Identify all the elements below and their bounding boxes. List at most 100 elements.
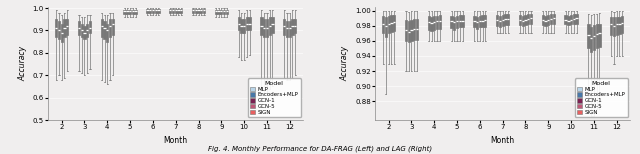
PathPatch shape bbox=[291, 19, 294, 35]
PathPatch shape bbox=[246, 17, 248, 30]
Legend: MLP, Encoders+MLP, GCN-1, GCN-5, SIGN: MLP, Encoders+MLP, GCN-1, GCN-5, SIGN bbox=[575, 78, 628, 117]
PathPatch shape bbox=[152, 9, 154, 12]
PathPatch shape bbox=[175, 9, 177, 12]
PathPatch shape bbox=[430, 17, 433, 31]
PathPatch shape bbox=[218, 10, 220, 14]
PathPatch shape bbox=[588, 24, 589, 48]
PathPatch shape bbox=[502, 15, 504, 26]
PathPatch shape bbox=[83, 26, 86, 39]
PathPatch shape bbox=[461, 15, 464, 27]
PathPatch shape bbox=[590, 26, 592, 52]
PathPatch shape bbox=[248, 17, 251, 30]
PathPatch shape bbox=[564, 15, 567, 24]
PathPatch shape bbox=[266, 19, 268, 37]
PathPatch shape bbox=[172, 9, 174, 12]
PathPatch shape bbox=[507, 14, 509, 25]
PathPatch shape bbox=[177, 9, 180, 12]
PathPatch shape bbox=[104, 22, 106, 39]
PathPatch shape bbox=[476, 17, 478, 29]
PathPatch shape bbox=[567, 16, 570, 25]
PathPatch shape bbox=[545, 16, 547, 26]
Legend: MLP, Encoders+MLP, GCN-1, GCN-5, SIGN: MLP, Encoders+MLP, GCN-1, GCN-5, SIGN bbox=[248, 78, 301, 117]
PathPatch shape bbox=[481, 15, 484, 26]
PathPatch shape bbox=[413, 19, 415, 40]
PathPatch shape bbox=[575, 14, 578, 24]
PathPatch shape bbox=[436, 16, 438, 29]
PathPatch shape bbox=[214, 10, 217, 14]
PathPatch shape bbox=[451, 16, 452, 28]
X-axis label: Month: Month bbox=[164, 136, 188, 145]
PathPatch shape bbox=[243, 19, 245, 33]
PathPatch shape bbox=[621, 16, 623, 33]
Text: Fig. 4. Monthly Performance for DA-FRAG (Left) and LAG (Right): Fig. 4. Monthly Performance for DA-FRAG … bbox=[208, 146, 432, 152]
PathPatch shape bbox=[541, 15, 544, 25]
PathPatch shape bbox=[197, 9, 200, 12]
PathPatch shape bbox=[269, 17, 271, 35]
PathPatch shape bbox=[405, 20, 407, 41]
PathPatch shape bbox=[283, 19, 285, 35]
Y-axis label: Accuracy: Accuracy bbox=[18, 46, 27, 81]
PathPatch shape bbox=[438, 15, 441, 29]
PathPatch shape bbox=[408, 21, 410, 42]
PathPatch shape bbox=[61, 24, 63, 42]
PathPatch shape bbox=[618, 17, 621, 34]
PathPatch shape bbox=[530, 14, 532, 24]
PathPatch shape bbox=[410, 20, 413, 41]
PathPatch shape bbox=[473, 16, 476, 27]
PathPatch shape bbox=[456, 16, 458, 28]
PathPatch shape bbox=[453, 17, 456, 30]
PathPatch shape bbox=[154, 9, 157, 12]
PathPatch shape bbox=[111, 19, 114, 35]
PathPatch shape bbox=[220, 10, 223, 14]
PathPatch shape bbox=[552, 14, 555, 24]
PathPatch shape bbox=[180, 9, 182, 12]
PathPatch shape bbox=[519, 15, 521, 25]
Y-axis label: Accuracy: Accuracy bbox=[340, 46, 349, 81]
PathPatch shape bbox=[129, 10, 131, 14]
PathPatch shape bbox=[382, 16, 384, 33]
PathPatch shape bbox=[433, 16, 435, 30]
PathPatch shape bbox=[547, 15, 549, 25]
PathPatch shape bbox=[132, 10, 134, 14]
PathPatch shape bbox=[459, 15, 461, 27]
PathPatch shape bbox=[416, 19, 418, 40]
PathPatch shape bbox=[149, 9, 151, 12]
PathPatch shape bbox=[289, 22, 291, 37]
PathPatch shape bbox=[527, 14, 529, 24]
PathPatch shape bbox=[387, 16, 390, 33]
PathPatch shape bbox=[271, 17, 273, 33]
PathPatch shape bbox=[479, 16, 481, 27]
PathPatch shape bbox=[593, 25, 595, 50]
PathPatch shape bbox=[147, 9, 148, 12]
PathPatch shape bbox=[66, 19, 68, 35]
PathPatch shape bbox=[550, 14, 552, 24]
PathPatch shape bbox=[496, 15, 499, 26]
PathPatch shape bbox=[573, 14, 575, 24]
PathPatch shape bbox=[393, 15, 396, 31]
PathPatch shape bbox=[195, 9, 197, 12]
PathPatch shape bbox=[610, 17, 612, 35]
PathPatch shape bbox=[106, 24, 108, 42]
PathPatch shape bbox=[294, 19, 296, 33]
PathPatch shape bbox=[484, 15, 486, 26]
PathPatch shape bbox=[226, 10, 228, 14]
PathPatch shape bbox=[237, 17, 240, 30]
PathPatch shape bbox=[200, 9, 202, 12]
PathPatch shape bbox=[55, 19, 58, 37]
PathPatch shape bbox=[78, 22, 80, 35]
PathPatch shape bbox=[192, 9, 194, 12]
PathPatch shape bbox=[126, 10, 129, 14]
PathPatch shape bbox=[428, 16, 430, 30]
PathPatch shape bbox=[263, 19, 266, 37]
PathPatch shape bbox=[86, 24, 88, 37]
PathPatch shape bbox=[524, 15, 527, 25]
PathPatch shape bbox=[109, 19, 111, 37]
PathPatch shape bbox=[100, 19, 103, 37]
PathPatch shape bbox=[58, 22, 60, 39]
PathPatch shape bbox=[385, 17, 387, 37]
PathPatch shape bbox=[286, 22, 288, 37]
PathPatch shape bbox=[499, 16, 501, 26]
PathPatch shape bbox=[223, 10, 225, 14]
PathPatch shape bbox=[240, 19, 243, 33]
PathPatch shape bbox=[522, 16, 524, 26]
